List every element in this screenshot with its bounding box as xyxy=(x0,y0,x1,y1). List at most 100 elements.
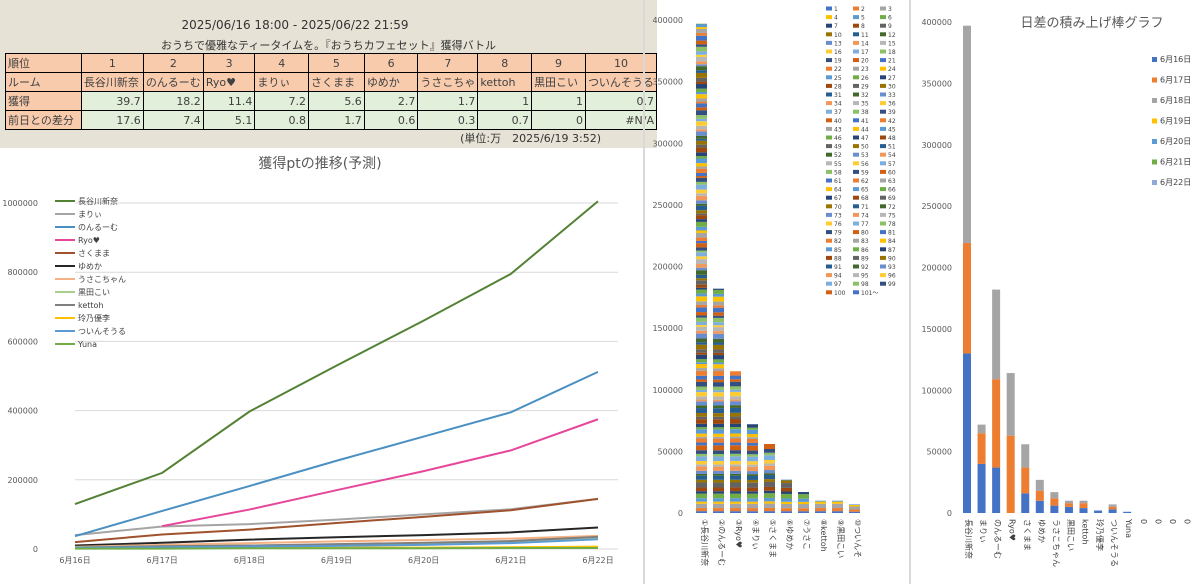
legend-swatch xyxy=(880,126,886,131)
row-label-rank: 順位 xyxy=(5,53,82,73)
bar-segment xyxy=(713,392,724,397)
legend-label: 84 xyxy=(888,238,896,245)
legend-swatch xyxy=(880,83,886,88)
legend-swatch xyxy=(880,144,886,149)
bar-segment xyxy=(696,379,707,382)
bar-segment xyxy=(747,438,758,443)
bar-segment xyxy=(713,327,724,332)
bar-segment xyxy=(696,81,707,85)
bar-segment xyxy=(696,274,707,279)
bar-segment xyxy=(730,429,741,434)
bar-segment xyxy=(696,475,707,480)
legend-swatch xyxy=(826,6,832,11)
legend-swatch xyxy=(826,204,832,209)
bar-segment xyxy=(696,152,707,157)
bar-segment xyxy=(747,434,758,438)
bar-segment xyxy=(713,296,724,302)
bar-segment xyxy=(696,35,707,41)
ranking-cell-rank: 5 xyxy=(307,53,365,73)
bar-segment xyxy=(713,493,724,499)
legend-label: 8 xyxy=(861,23,865,30)
x-tick-label: さくまま xyxy=(1022,519,1031,551)
legend-label: 83 xyxy=(861,238,869,245)
legend-label: 95 xyxy=(861,273,869,280)
ranking-cell-diff: 5.1 xyxy=(202,110,256,130)
bar-segment xyxy=(992,379,1001,468)
legend-label: 6月18日 xyxy=(1160,96,1191,105)
legend-label: 44 xyxy=(861,126,869,133)
legend-label: のんるーむ xyxy=(78,223,118,232)
bar-segment xyxy=(730,405,741,408)
legend-swatch xyxy=(1152,57,1157,62)
bar-segment xyxy=(747,424,758,428)
legend-swatch xyxy=(853,15,859,20)
bar-segment xyxy=(730,450,741,454)
legend-label: 47 xyxy=(861,135,869,142)
legend-label: 81 xyxy=(888,230,896,237)
ranking-cell-diff: 0.6 xyxy=(363,110,419,130)
bar-segment xyxy=(696,453,707,457)
legend-swatch xyxy=(853,195,859,200)
x-tick-label: Ryo♥ xyxy=(1008,519,1017,541)
legend-swatch xyxy=(853,23,859,28)
legend-label: 65 xyxy=(861,187,869,194)
x-tick-label: 長谷川新奈 xyxy=(964,519,974,559)
row-label-diff: 前日との差分 xyxy=(5,110,82,130)
bar-segment xyxy=(713,352,724,356)
series-line xyxy=(74,370,599,538)
bar-segment xyxy=(696,61,707,65)
ranking-cell-diff: 0.7 xyxy=(477,110,533,130)
legend-label: 19 xyxy=(834,58,842,65)
bar-segment xyxy=(764,497,775,502)
legend-swatch xyxy=(826,212,832,217)
bar-segment xyxy=(696,267,707,271)
bar-segment xyxy=(730,508,741,512)
bar-segment xyxy=(747,482,758,488)
ranking-cell-diff: 17.6 xyxy=(80,110,144,130)
legend-swatch xyxy=(880,92,886,97)
bar-segment xyxy=(798,504,809,509)
bar-segment xyxy=(696,330,707,334)
bar-segment xyxy=(730,438,741,443)
legend-swatch xyxy=(880,221,886,226)
bar-segment xyxy=(696,470,707,474)
bar-segment xyxy=(781,491,792,494)
daily-diff-chart: 日差の積み上げ棒グラフ 0 50000 100000 150000 200000 25000… xyxy=(921,16,1191,567)
y-tick-label: 150000 xyxy=(921,325,952,334)
legend-swatch xyxy=(853,58,859,63)
bar-segment xyxy=(696,56,707,62)
bar-segment xyxy=(696,129,707,132)
legend-label: 24 xyxy=(888,66,896,73)
bar-segment xyxy=(730,511,741,513)
bar-segment xyxy=(696,416,707,420)
bar-segment xyxy=(713,436,724,439)
x-tick-label: ⑤さくまま xyxy=(768,519,777,558)
legend-swatch xyxy=(826,169,832,174)
bar-segment xyxy=(696,144,707,148)
x-tick-label: ⑦うさこ xyxy=(802,519,811,550)
bar-segment xyxy=(798,508,809,512)
y-tick-label: 1000000 xyxy=(2,199,38,208)
bar-segment xyxy=(781,511,792,513)
legend-label: 4 xyxy=(834,15,838,22)
ranking-cell-diff: 1.7 xyxy=(307,110,365,130)
legend-swatch xyxy=(880,15,886,20)
legend-swatch xyxy=(853,126,859,131)
bar-segment xyxy=(1050,505,1059,513)
bar-segment xyxy=(696,317,707,322)
legend-label: 87 xyxy=(888,247,896,254)
bar-segment xyxy=(747,450,758,455)
bar-segment xyxy=(696,107,707,111)
bar-segment xyxy=(696,278,707,281)
bar-segment xyxy=(730,491,741,494)
bar-segment xyxy=(696,184,707,190)
x-tick-label: 6月20日 xyxy=(408,556,439,565)
y-tick-label: 50000 xyxy=(927,448,952,457)
bar-segment xyxy=(696,503,707,509)
bar-segment xyxy=(764,455,775,460)
bar-segment xyxy=(696,342,707,345)
bar-segment xyxy=(713,293,724,297)
y-tick-label: 0 xyxy=(947,509,952,518)
legend-label: 77 xyxy=(861,221,869,228)
legend-swatch xyxy=(880,178,886,183)
